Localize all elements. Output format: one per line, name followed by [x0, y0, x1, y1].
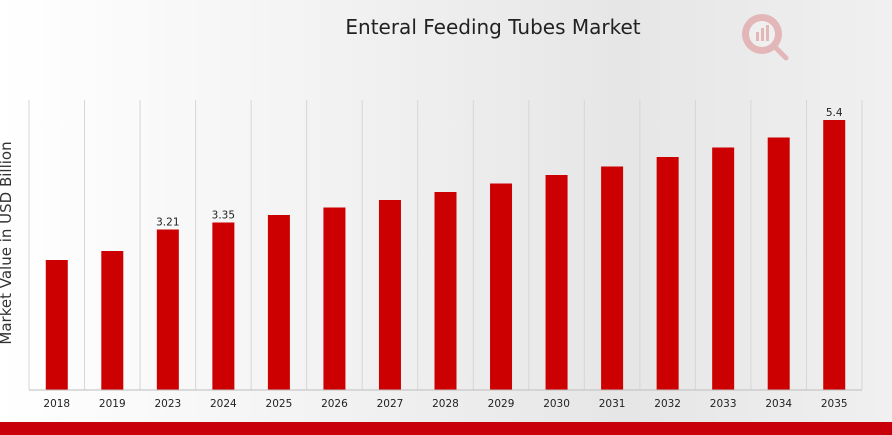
x-tick-label: 2019 [99, 398, 126, 410]
bottom-brand-band [0, 422, 892, 435]
bar-2025 [267, 215, 290, 390]
x-tick-label: 2026 [321, 398, 348, 410]
x-tick-labels: 2018 2019 2023 2024 2025 2026 2027 2028 2029 2030… [43, 398, 847, 410]
bar-2033 [712, 147, 735, 390]
bar-2018 [45, 260, 68, 390]
x-tick-label: 2023 [154, 398, 181, 410]
bar-2028 [434, 192, 457, 390]
bars [45, 120, 846, 390]
bar-2029 [490, 183, 513, 390]
x-tick-label: 2032 [654, 398, 681, 410]
x-tick-label: 2030 [543, 398, 570, 410]
bar-2024 [212, 222, 235, 390]
grid-lines [28, 100, 863, 390]
x-tick-label: 2033 [710, 398, 737, 410]
x-tick-label: 2025 [266, 398, 293, 410]
bar-2034 [767, 137, 790, 390]
bar-2019 [101, 251, 124, 390]
chart-title: Enteral Feeding Tubes Market [345, 15, 640, 39]
bar-2032 [656, 157, 679, 390]
bar-2031 [601, 166, 624, 390]
y-axis-title: Market Value in USD Billion [0, 141, 15, 344]
data-labels: 3.21 3.35 5.4 [156, 107, 843, 229]
data-label: 3.35 [212, 210, 235, 222]
data-label: 3.21 [156, 217, 179, 229]
mrfr-logo-icon [742, 14, 789, 61]
bar-2026 [323, 207, 346, 390]
x-tick-label: 2035 [821, 398, 848, 410]
bar-2030 [545, 175, 568, 390]
x-tick-label: 2024 [210, 398, 237, 410]
x-tick-label: 2028 [432, 398, 459, 410]
x-tick-label: 2034 [765, 398, 792, 410]
x-tick-label: 2018 [43, 398, 70, 410]
bar-2023 [156, 229, 179, 390]
bar-2027 [378, 200, 401, 390]
x-tick-label: 2029 [488, 398, 515, 410]
x-tick-label: 2027 [377, 398, 404, 410]
data-label: 5.4 [826, 107, 843, 119]
bar-2035 [823, 120, 846, 390]
x-tick-label: 2031 [599, 398, 626, 410]
